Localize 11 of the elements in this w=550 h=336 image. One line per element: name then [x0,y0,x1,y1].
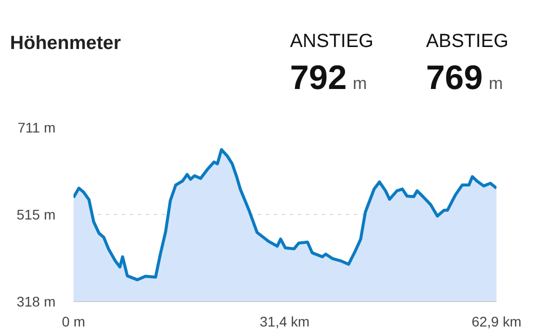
text: 769 m [426,59,503,97]
x-tick-label: 0 m [62,314,86,330]
y-tick-label: 318 m [16,294,56,310]
text: 792 m [290,59,367,97]
chart-title: Höhenmeter [10,32,121,56]
text: ANSTIEG [290,30,374,54]
text: ABSTIEG [426,30,508,54]
x-tick-label: 62,9 km [472,314,522,330]
y-tick-label: 711 m [18,120,56,136]
x-tick-label: 31,4 km [260,314,310,330]
y-tick-label: 515 m [16,206,56,222]
